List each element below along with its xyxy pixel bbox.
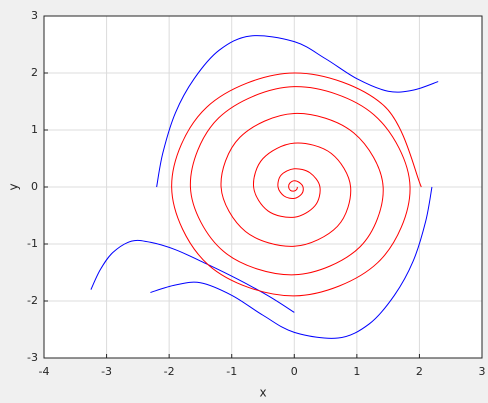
data <box>90 35 439 339</box>
y-axis-label: y <box>7 183 21 190</box>
series-line <box>156 35 439 188</box>
series-line <box>150 186 433 339</box>
x-axis-label: x <box>259 386 266 400</box>
y-tick-label: 0 <box>31 180 38 193</box>
x-tick-label: -4 <box>39 365 50 378</box>
x-tick-label: 2 <box>416 365 423 378</box>
x-tick-label: 0 <box>291 365 298 378</box>
series-line <box>171 72 422 297</box>
x-tick-label: -2 <box>164 365 175 378</box>
y-tick-label: 2 <box>31 66 38 79</box>
y-tick-label: 1 <box>31 123 38 136</box>
x-tick-label: 3 <box>479 365 486 378</box>
y-tick-label: -1 <box>27 237 38 250</box>
y-tick-label: 3 <box>31 9 38 22</box>
y-tick-label: -3 <box>27 351 38 364</box>
x-tick-label: -1 <box>226 365 237 378</box>
y-tick-label: -2 <box>27 294 38 307</box>
series-line <box>90 239 295 313</box>
x-tick-label: 1 <box>353 365 360 378</box>
x-tick-label: -3 <box>101 365 112 378</box>
